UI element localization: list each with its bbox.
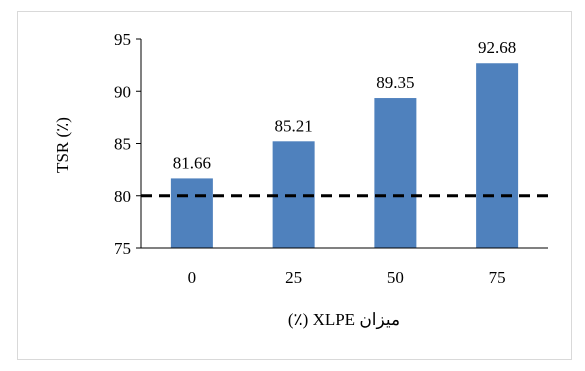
bar-0	[170, 178, 213, 248]
x-tick-label: 50	[387, 268, 404, 287]
y-tick-label: 90	[114, 82, 131, 101]
bar-50	[374, 98, 417, 248]
data-label-25: 85.21	[275, 116, 313, 135]
x-tick-label: 75	[489, 268, 506, 287]
y-tick-label: 75	[114, 239, 131, 258]
y-tick-label: 95	[114, 30, 131, 49]
data-label-0: 81.66	[173, 153, 211, 172]
x-tick-label: 25	[285, 268, 302, 287]
x-axis-title: میزان XLPE (٪)	[288, 310, 400, 330]
data-labels: 81.66 85.21 89.35 92.68	[173, 38, 517, 172]
y-tick-label: 80	[114, 187, 131, 206]
y-tick-label: 85	[114, 135, 131, 154]
y-axis: 75 80 85 90 95	[114, 30, 142, 258]
bars	[170, 63, 519, 248]
data-label-75: 92.68	[478, 38, 516, 57]
bar-75	[476, 63, 519, 248]
data-label-50: 89.35	[376, 73, 414, 92]
x-axis: 0 25 50 75	[141, 247, 548, 287]
y-axis-title: TSR (٪)	[53, 117, 72, 173]
x-tick-label: 0	[188, 268, 197, 287]
